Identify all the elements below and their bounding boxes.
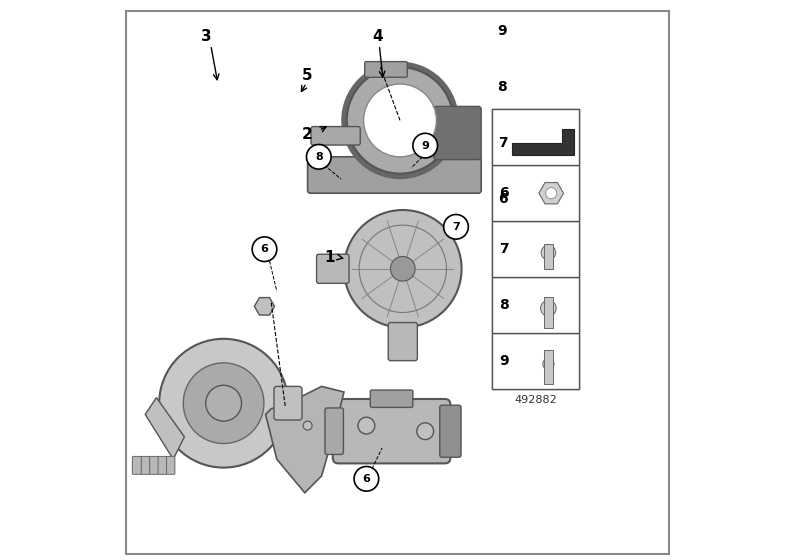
Circle shape bbox=[183, 363, 264, 444]
Bar bbox=[544, 244, 553, 269]
Text: 1: 1 bbox=[325, 250, 335, 265]
Circle shape bbox=[417, 423, 434, 440]
Text: 5: 5 bbox=[302, 68, 313, 83]
Circle shape bbox=[358, 417, 374, 434]
FancyBboxPatch shape bbox=[317, 254, 349, 283]
Bar bbox=[492, 277, 579, 333]
Bar bbox=[492, 333, 579, 389]
FancyBboxPatch shape bbox=[274, 386, 302, 420]
Text: 6: 6 bbox=[498, 192, 507, 206]
Text: 492882: 492882 bbox=[514, 395, 557, 405]
Circle shape bbox=[541, 245, 556, 260]
FancyBboxPatch shape bbox=[141, 456, 150, 474]
Bar bbox=[492, 165, 579, 221]
Polygon shape bbox=[512, 129, 574, 155]
Text: 9: 9 bbox=[498, 24, 507, 38]
Text: 9: 9 bbox=[498, 354, 509, 368]
FancyBboxPatch shape bbox=[370, 390, 413, 408]
Circle shape bbox=[303, 421, 312, 430]
Bar bbox=[544, 297, 553, 328]
FancyBboxPatch shape bbox=[325, 408, 343, 455]
Circle shape bbox=[206, 385, 242, 421]
Polygon shape bbox=[266, 386, 344, 493]
FancyBboxPatch shape bbox=[388, 323, 418, 361]
Text: 8: 8 bbox=[315, 152, 322, 162]
Circle shape bbox=[541, 300, 556, 316]
Text: 3: 3 bbox=[202, 29, 212, 44]
Text: 6: 6 bbox=[362, 474, 370, 484]
Text: 6: 6 bbox=[261, 244, 269, 254]
Circle shape bbox=[159, 339, 288, 468]
Circle shape bbox=[363, 84, 436, 157]
FancyBboxPatch shape bbox=[333, 399, 450, 464]
Text: 2: 2 bbox=[302, 127, 313, 142]
FancyBboxPatch shape bbox=[166, 456, 175, 474]
Circle shape bbox=[390, 256, 415, 281]
FancyBboxPatch shape bbox=[434, 106, 481, 160]
Text: 7: 7 bbox=[498, 242, 509, 256]
FancyBboxPatch shape bbox=[132, 456, 142, 474]
Text: 8: 8 bbox=[498, 298, 509, 312]
FancyBboxPatch shape bbox=[308, 157, 481, 193]
FancyBboxPatch shape bbox=[365, 62, 407, 77]
Bar bbox=[492, 221, 579, 277]
Bar bbox=[544, 350, 553, 384]
Circle shape bbox=[444, 214, 468, 239]
FancyBboxPatch shape bbox=[440, 405, 461, 457]
Polygon shape bbox=[146, 398, 185, 459]
Circle shape bbox=[542, 358, 554, 370]
Text: 7: 7 bbox=[452, 222, 460, 232]
Polygon shape bbox=[254, 297, 274, 315]
FancyBboxPatch shape bbox=[158, 456, 166, 474]
Circle shape bbox=[252, 237, 277, 262]
Circle shape bbox=[306, 144, 331, 169]
Bar bbox=[492, 109, 579, 165]
Bar bbox=[492, 221, 579, 277]
Bar bbox=[492, 109, 579, 165]
Circle shape bbox=[413, 133, 438, 158]
Circle shape bbox=[344, 210, 462, 328]
FancyBboxPatch shape bbox=[149, 456, 158, 474]
Text: 7: 7 bbox=[498, 136, 507, 150]
Bar bbox=[492, 277, 579, 333]
Bar bbox=[492, 165, 579, 221]
Text: 8: 8 bbox=[498, 80, 507, 94]
Polygon shape bbox=[539, 183, 563, 204]
Text: 4: 4 bbox=[372, 29, 383, 44]
Text: 9: 9 bbox=[422, 141, 429, 151]
Bar bbox=[492, 333, 579, 389]
Circle shape bbox=[354, 466, 378, 491]
Circle shape bbox=[346, 67, 453, 174]
Text: 6: 6 bbox=[498, 186, 509, 200]
FancyBboxPatch shape bbox=[311, 127, 360, 145]
Circle shape bbox=[546, 188, 557, 199]
